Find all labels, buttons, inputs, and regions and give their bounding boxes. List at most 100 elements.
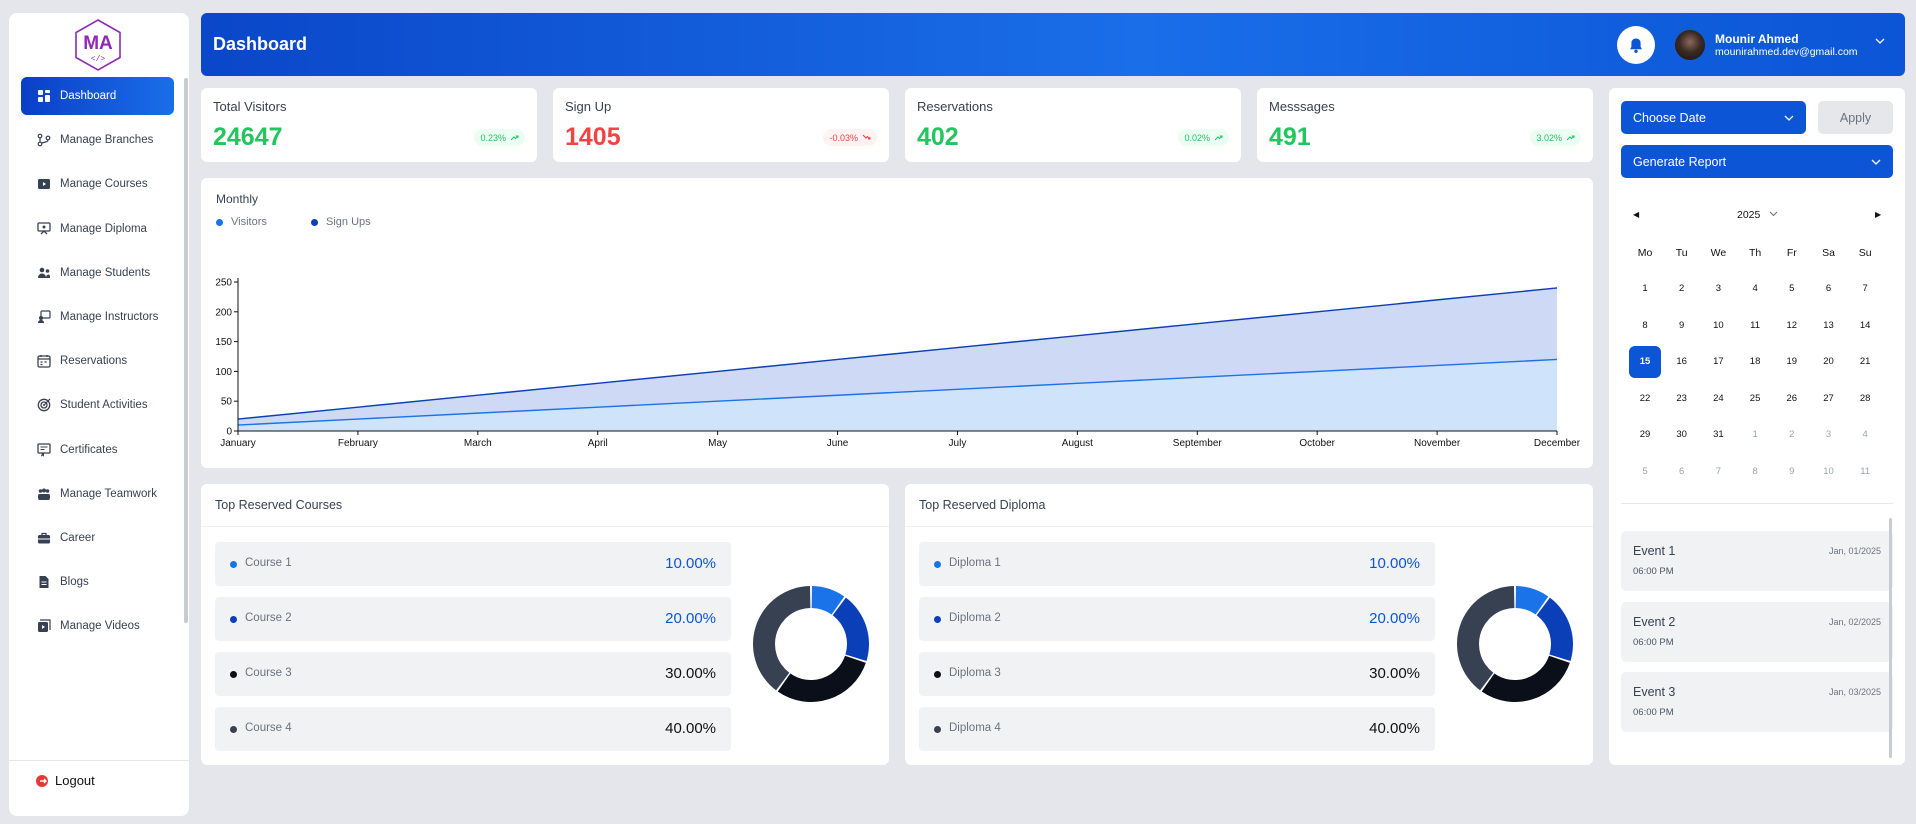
event-card[interactable]: Event 3 06:00 PM Jan, 03/2025: [1621, 672, 1893, 732]
list-item[interactable]: Diploma 2 20.00%: [919, 597, 1435, 641]
y-tick-label: 200: [215, 307, 232, 318]
list-item[interactable]: Diploma 4 40.00%: [919, 707, 1435, 751]
calendar-next-button[interactable]: ▶: [1875, 210, 1882, 219]
x-tick-label: July: [949, 438, 967, 449]
donut-slice[interactable]: [1536, 597, 1573, 661]
calendar-day[interactable]: 10: [1823, 466, 1834, 477]
sidebar-item-label: Career: [60, 532, 96, 544]
donut-slice[interactable]: [832, 597, 869, 661]
notification-button[interactable]: [1617, 26, 1655, 64]
calendar-day[interactable]: 30: [1676, 429, 1687, 441]
calendar-day[interactable]: 20: [1823, 356, 1834, 368]
calendar-day[interactable]: 19: [1786, 356, 1798, 368]
list-item[interactable]: Course 2 20.00%: [215, 597, 731, 641]
calendar-day[interactable]: 9: [1679, 319, 1685, 331]
list-item[interactable]: Course 4 40.00%: [215, 707, 731, 751]
calendar-day[interactable]: 2: [1789, 429, 1795, 441]
calendar-day[interactable]: 7: [1862, 283, 1868, 294]
calendar-day[interactable]: 3: [1715, 283, 1722, 294]
sidebar-item-manage-branches[interactable]: Manage Branches: [21, 121, 174, 159]
legend-signups[interactable]: Sign Ups: [311, 216, 371, 228]
donut-slice[interactable]: [1515, 586, 1549, 615]
calendar-day[interactable]: 1: [1642, 283, 1648, 294]
calendar-day[interactable]: 11: [1750, 319, 1761, 331]
event-time: 06:00 PM: [1633, 636, 1674, 648]
donut-slice[interactable]: [811, 586, 845, 615]
svg-text:</>: </>: [91, 55, 106, 64]
calendar-day[interactable]: 25: [1749, 392, 1761, 404]
calendar-day[interactable]: 3: [1825, 429, 1832, 441]
choose-date-dropdown[interactable]: Choose Date: [1621, 101, 1806, 134]
calendar-day[interactable]: 13: [1823, 319, 1834, 331]
sidebar-item-manage-courses[interactable]: Manage Courses: [21, 165, 174, 203]
calendar-prev-button[interactable]: ◀: [1633, 210, 1640, 219]
event-card[interactable]: Event 2 06:00 PM Jan, 02/2025: [1621, 601, 1893, 662]
calendar-day[interactable]: 5: [1642, 466, 1648, 477]
calendar-day[interactable]: 26: [1786, 392, 1798, 404]
calendar-day[interactable]: 18: [1749, 356, 1761, 368]
calendar-day[interactable]: 17: [1713, 356, 1724, 368]
generate-report-label: Generate Report: [1633, 154, 1727, 169]
right-panel-scrollbar[interactable]: [1889, 518, 1892, 758]
sidebar-item-manage-students[interactable]: Manage Students: [21, 254, 174, 292]
sidebar-item-student-activities[interactable]: Student Activities: [21, 386, 174, 424]
item-label: Course 3: [245, 667, 292, 679]
donut-slice[interactable]: [1481, 655, 1570, 702]
calendar-day-selected[interactable]: 15: [1629, 346, 1661, 379]
chevron-down-icon[interactable]: [1875, 37, 1885, 45]
calendar-day[interactable]: 10: [1713, 319, 1724, 331]
calendar-year[interactable]: 2025: [1737, 209, 1761, 221]
sidebar-item-blogs[interactable]: Blogs: [21, 563, 174, 601]
generate-report-dropdown[interactable]: Generate Report: [1621, 145, 1893, 178]
sidebar-scrollbar[interactable]: [184, 78, 188, 623]
calendar-day[interactable]: 4: [1752, 283, 1758, 294]
calendar-day[interactable]: 6: [1825, 283, 1832, 294]
list-item[interactable]: Course 3 30.00%: [215, 652, 731, 696]
calendar-day[interactable]: 24: [1713, 392, 1724, 404]
calendar-day[interactable]: 28: [1859, 392, 1871, 404]
apply-button[interactable]: Apply: [1818, 101, 1893, 134]
calendar-day[interactable]: 23: [1676, 392, 1687, 404]
calendar-day[interactable]: 2: [1679, 283, 1685, 294]
calendar-day[interactable]: 8: [1752, 466, 1758, 477]
chevron-down-icon[interactable]: [1769, 210, 1778, 217]
donut-slice[interactable]: [1457, 586, 1515, 691]
avatar[interactable]: [1675, 30, 1705, 60]
calendar-day[interactable]: 7: [1715, 466, 1722, 477]
calendar-day[interactable]: 9: [1789, 466, 1795, 477]
series-line: [237, 358, 1558, 426]
calendar-day[interactable]: 12: [1786, 319, 1798, 331]
calendar-day[interactable]: 8: [1642, 319, 1648, 331]
list-item[interactable]: Diploma 3 30.00%: [919, 652, 1435, 696]
calendar-day[interactable]: 6: [1679, 466, 1685, 477]
calendar-day[interactable]: 1: [1752, 429, 1758, 441]
calendar-day[interactable]: 14: [1859, 319, 1871, 331]
sidebar-item-career[interactable]: Career: [21, 519, 174, 557]
logout-button[interactable]: Logout: [35, 773, 95, 788]
sidebar-item-manage-diploma[interactable]: Manage Diploma: [21, 210, 174, 248]
list-item[interactable]: Diploma 1 10.00%: [919, 542, 1435, 586]
donut-slice[interactable]: [753, 586, 811, 691]
sidebar-item-reservations[interactable]: Reservations: [21, 342, 174, 380]
sidebar-item-manage-teamwork[interactable]: Manage Teamwork: [21, 475, 174, 513]
calendar-day[interactable]: 22: [1639, 392, 1651, 404]
calendar-day[interactable]: 11: [1860, 466, 1871, 477]
event-card[interactable]: Event 1 06:00 PM Jan, 01/2025: [1621, 531, 1893, 591]
donut-slice[interactable]: [777, 655, 866, 702]
calendar-day[interactable]: 21: [1859, 356, 1871, 368]
calendar-day[interactable]: 5: [1789, 283, 1795, 294]
calendar-day[interactable]: 31: [1713, 429, 1724, 441]
list-item[interactable]: Course 1 10.00%: [215, 542, 731, 586]
calendar-day[interactable]: 27: [1823, 392, 1834, 404]
sidebar-item-label: Manage Branches: [60, 134, 154, 147]
sidebar-item-manage-videos[interactable]: Manage Videos: [21, 607, 174, 645]
calendar-day[interactable]: 4: [1862, 429, 1868, 441]
sidebar-item-dashboard[interactable]: Dashboard: [21, 77, 174, 115]
sidebar-item-certificates[interactable]: Certificates: [21, 431, 174, 469]
calendar-day[interactable]: 16: [1676, 356, 1687, 368]
sidebar-item-manage-instructors[interactable]: Manage Instructors: [21, 298, 174, 336]
legend-visitors[interactable]: Visitors: [216, 216, 267, 228]
legend-dot: [934, 616, 941, 623]
calendar-day[interactable]: 29: [1639, 429, 1651, 441]
x-tick-label: September: [1173, 438, 1223, 449]
